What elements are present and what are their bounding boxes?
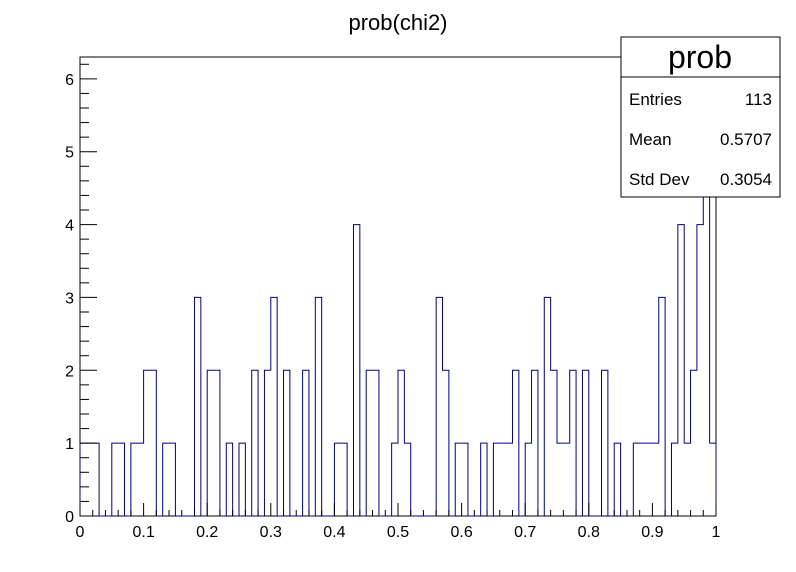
x-tick-label: 0.9 — [641, 524, 663, 541]
y-tick-label: 5 — [65, 145, 74, 162]
x-tick-label: 0.5 — [387, 524, 409, 541]
y-tick-label: 2 — [65, 363, 74, 380]
stats-stddev-label: Std Dev — [629, 170, 690, 189]
x-tick-label: 1 — [712, 524, 721, 541]
y-axis: 0 1 2 3 4 5 6 — [65, 63, 97, 526]
stats-box-frame — [620, 36, 781, 198]
x-tick-label: 0.4 — [323, 524, 345, 541]
y-tick-label: 1 — [65, 436, 74, 453]
y-tick-label: 0 — [65, 509, 74, 526]
chart-title: prob(chi2) — [348, 10, 447, 35]
histogram-line — [79, 151, 717, 517]
x-axis: 0 0.1 0.2 0.3 0.4 0.5 0.6 0.7 0.8 0.9 1 — [76, 503, 721, 541]
stats-box-title: prob — [668, 39, 732, 75]
x-tick-label: 0.1 — [132, 524, 154, 541]
x-tick-label: 0.3 — [260, 524, 282, 541]
stats-stddev-value: 0.3054 — [720, 170, 772, 189]
y-tick-label: 4 — [65, 218, 74, 235]
y-tick-label: 6 — [65, 72, 74, 89]
stats-mean-value: 0.5707 — [720, 130, 772, 149]
x-tick-label: 0.7 — [514, 524, 536, 541]
stats-entries-label: Entries — [629, 90, 682, 109]
x-tick-label: 0 — [76, 524, 85, 541]
stats-mean-label: Mean — [629, 130, 672, 149]
y-tick-label: 3 — [65, 290, 74, 307]
stats-entries-value: 113 — [745, 90, 772, 109]
x-tick-label: 0.6 — [450, 524, 472, 541]
stats-box: prob Entries 113 Mean 0.5707 Std Dev 0.3… — [620, 36, 781, 198]
x-tick-label: 0.2 — [196, 524, 218, 541]
x-tick-label: 0.8 — [578, 524, 600, 541]
